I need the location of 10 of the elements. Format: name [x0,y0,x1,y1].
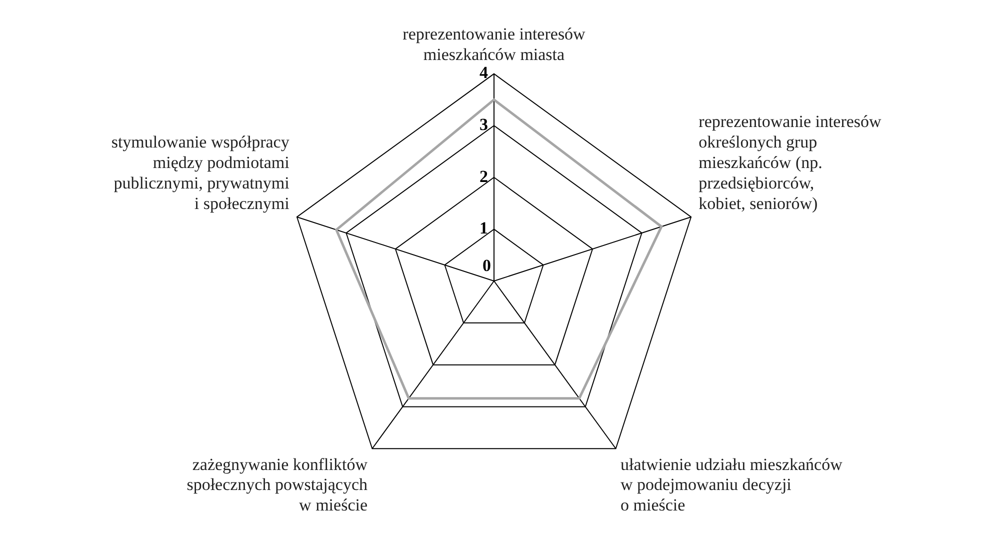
spoke-label: reprezentowanie interesów określonych grup mieszkańców (np. przedsiębiorców, kobiet, seniorów) [698,112,882,213]
y-tick-label: 1 [480,218,488,238]
spoke-label: ułatwienie udziału mieszkańców w podejmowaniu decyzji o mieście [620,454,844,515]
spoke-label: reprezentowanie interesów mieszkańców miasta [402,24,586,64]
spoke-label: zażegnywanie konfliktów społecznych powstających w mieście [186,454,368,515]
y-tick-label: 0 [482,256,491,275]
y-tick-label: 4 [480,63,488,82]
y-tick-label: 2 [480,166,488,186]
y-tick-label: 3 [480,114,488,134]
spoke-label: stymulowanie współpracy między podmiotami publicznymi, prywatnymi i społecznymi [111,132,290,213]
